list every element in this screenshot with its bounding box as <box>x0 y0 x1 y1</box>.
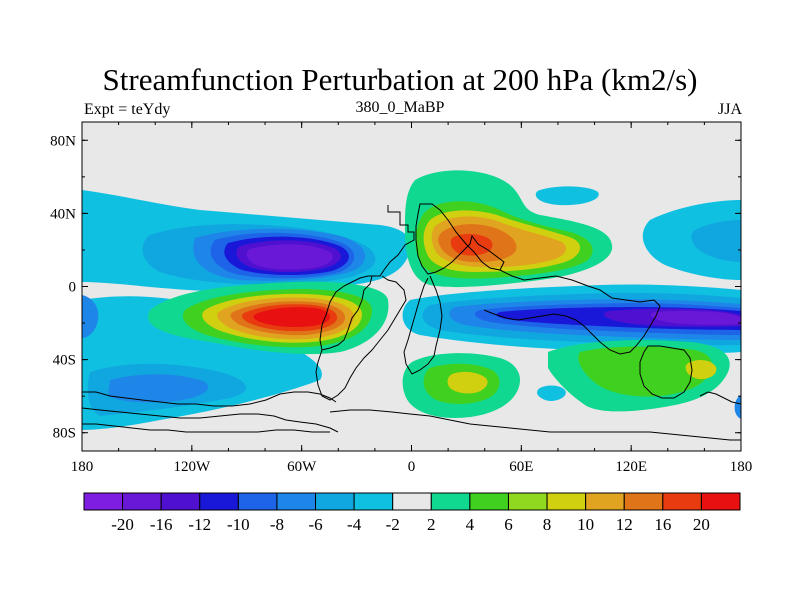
colorbar-label: 8 <box>543 515 552 534</box>
neg-west-edge-south <box>82 295 99 338</box>
colorbar-swatch <box>237 492 278 511</box>
colorbar-swatch <box>353 492 394 511</box>
coastline-antarctica-south <box>82 423 330 433</box>
contour-fills <box>82 170 741 430</box>
experiment-label: Expt = teYdy <box>84 101 171 118</box>
coastline-asia <box>483 269 661 355</box>
neg-blob-north-east <box>535 186 599 206</box>
colorbar-swatch <box>315 492 355 511</box>
colorbar-swatch <box>392 492 432 511</box>
colorbar-label: 2 <box>427 515 436 534</box>
colorbar-label: -6 <box>308 515 322 534</box>
colorbar-label: -8 <box>270 515 284 534</box>
x-tick-label: 180 <box>71 459 94 475</box>
colorbar-swatch <box>122 492 162 511</box>
coastlines <box>82 203 741 441</box>
colorbar-swatch <box>430 492 471 511</box>
axes: 180 120W 60W 0 60E 120E 180 80N 40N 0 40S 80S <box>50 122 752 475</box>
neg-north-pacific-core <box>246 244 333 270</box>
colorbar-label: 16 <box>654 515 671 534</box>
colorbar-label: -10 <box>227 515 250 534</box>
colorbar-swatch <box>546 492 587 511</box>
colorbar-label: 4 <box>466 515 475 534</box>
colorbar-label: -20 <box>111 515 134 534</box>
colorbar-label: 6 <box>504 515 513 534</box>
neg-blob-south-indian-small <box>537 385 566 401</box>
neg-band-south-pacific-core <box>108 374 209 403</box>
y-tick-label: 0 <box>69 280 77 296</box>
neg-east-edge-south <box>734 395 741 419</box>
colorbar-swatch <box>469 492 509 511</box>
coastline-americas <box>319 205 415 351</box>
pos-australia-2 <box>578 346 712 397</box>
colorbar-swatch <box>83 492 124 511</box>
y-tick-label: 40N <box>50 206 76 222</box>
colorbar-swatch <box>507 492 548 511</box>
pos-south-atlantic-core <box>253 307 330 327</box>
coastline-antarctica-east <box>329 409 741 441</box>
x-tick-label: 180 <box>730 459 753 475</box>
chart-title: Streamfunction Perturbation at 200 hPa (… <box>102 62 698 97</box>
colorbar-label: 20 <box>693 515 710 534</box>
colorbar-label: -16 <box>150 515 173 534</box>
colorbar-label: 12 <box>616 515 633 534</box>
coastline-antarctica-peninsula <box>82 407 339 433</box>
y-tick-label: 40S <box>53 353 76 369</box>
pos-south-indian-3 <box>447 371 488 394</box>
colorbar-label: -4 <box>347 515 362 534</box>
colorbar-swatch <box>700 492 741 511</box>
colorbar-swatch <box>662 492 702 511</box>
neg-indian-band-core2 <box>651 310 741 325</box>
colorbar-label: -12 <box>188 515 211 534</box>
coastline-africa-south <box>403 275 443 375</box>
colorbar-swatch <box>623 492 664 511</box>
colorbar-swatch <box>160 492 201 511</box>
neg-west-edge <box>82 256 98 272</box>
colorbar-swatch <box>585 492 625 511</box>
pos-africa-core <box>450 233 493 256</box>
colorbar-swatch <box>199 492 239 511</box>
season-label: JJA <box>717 101 742 118</box>
y-tick-label: 80N <box>50 133 76 149</box>
coastline-antarctica-west <box>82 391 337 407</box>
x-tick-label: 60W <box>287 459 317 475</box>
pos-australia-3 <box>685 359 717 380</box>
colorbar: -20 -16 -12 -10 -8 -6 -4 -2 2 4 6 8 10 12 16 20 <box>83 492 741 534</box>
coastline-south-america <box>315 275 407 401</box>
colorbar-label: 10 <box>577 515 594 534</box>
coastline-africa <box>415 203 505 275</box>
colorbar-swatch <box>276 492 317 511</box>
y-tick-label: 80S <box>53 426 76 442</box>
x-tick-label: 60E <box>509 459 533 475</box>
coastline-australia <box>639 345 693 399</box>
neg-blob-pacific-north-2 <box>691 220 741 262</box>
run-label: 380_0_MaBP <box>355 99 445 116</box>
colorbar-label: -2 <box>386 515 400 534</box>
x-tick-label: 0 <box>408 459 416 475</box>
neg-blob-pacific-north <box>642 200 741 280</box>
coastline-antarctica-edge <box>699 391 741 405</box>
x-tick-label: 120W <box>173 459 211 475</box>
x-tick-label: 120E <box>615 459 647 475</box>
